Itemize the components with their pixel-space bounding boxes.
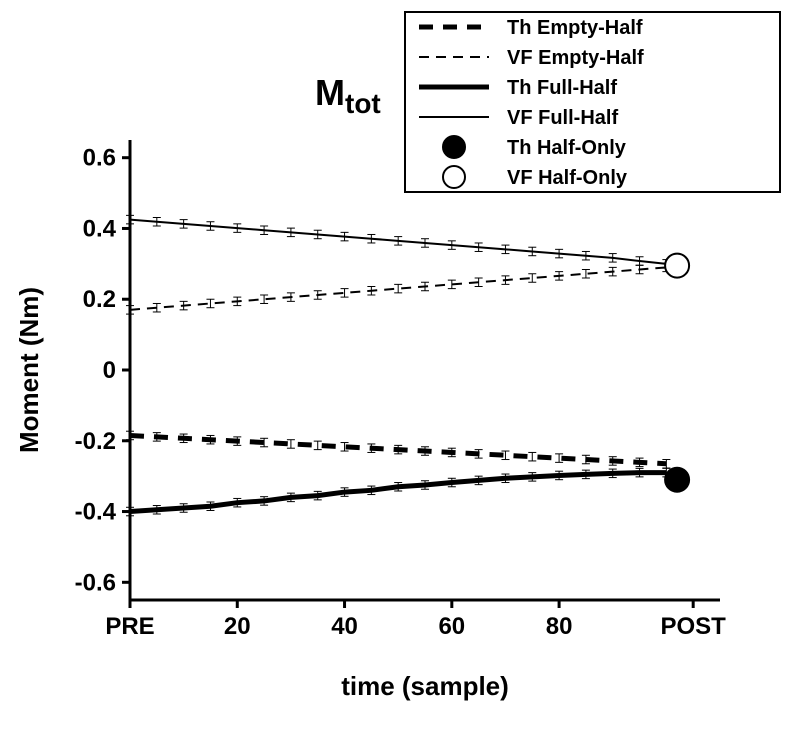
y-tick-label: 0 — [103, 357, 116, 384]
x-tick-label: 60 — [438, 613, 465, 640]
point-th-half-only — [665, 468, 689, 492]
series-th-empty-half — [130, 435, 666, 463]
legend-label: Th Half-Only — [507, 137, 627, 159]
y-axis-label: Moment (Nm) — [14, 287, 44, 453]
legend-marker — [443, 166, 465, 188]
legend-label: Th Full-Half — [507, 77, 617, 99]
legend-label: VF Empty-Half — [507, 47, 644, 69]
chart-title-sub: tot — [345, 88, 381, 119]
x-tick-label: 20 — [224, 613, 251, 640]
legend-label: Th Empty-Half — [507, 17, 643, 39]
y-tick-label: -0.6 — [75, 569, 116, 596]
y-tick-label: -0.4 — [75, 499, 117, 526]
x-axis-label: time (sample) — [341, 671, 509, 701]
x-tick-label: POST — [661, 613, 727, 640]
point-vf-half-only — [665, 254, 689, 278]
legend-marker — [443, 136, 465, 158]
y-tick-label: 0.4 — [83, 215, 117, 242]
x-tick-label: 40 — [331, 613, 358, 640]
x-tick-label: PRE — [105, 613, 154, 640]
y-tick-label: 0.6 — [83, 145, 116, 172]
chart-title: M — [315, 72, 345, 113]
y-tick-label: 0.2 — [83, 286, 116, 313]
x-tick-label: 80 — [546, 613, 573, 640]
chart-container: { "chart": { "type": "line", "title_main… — [0, 0, 800, 737]
legend-label: VF Half-Only — [507, 167, 628, 189]
legend-box — [405, 12, 780, 192]
y-tick-label: -0.2 — [75, 428, 116, 455]
legend-label: VF Full-Half — [507, 107, 618, 129]
chart-svg: -0.6 -0.4 -0.2 0 0.2 0.4 0.6 PRE 20 40 60 80 POST Mom… — [0, 0, 800, 737]
